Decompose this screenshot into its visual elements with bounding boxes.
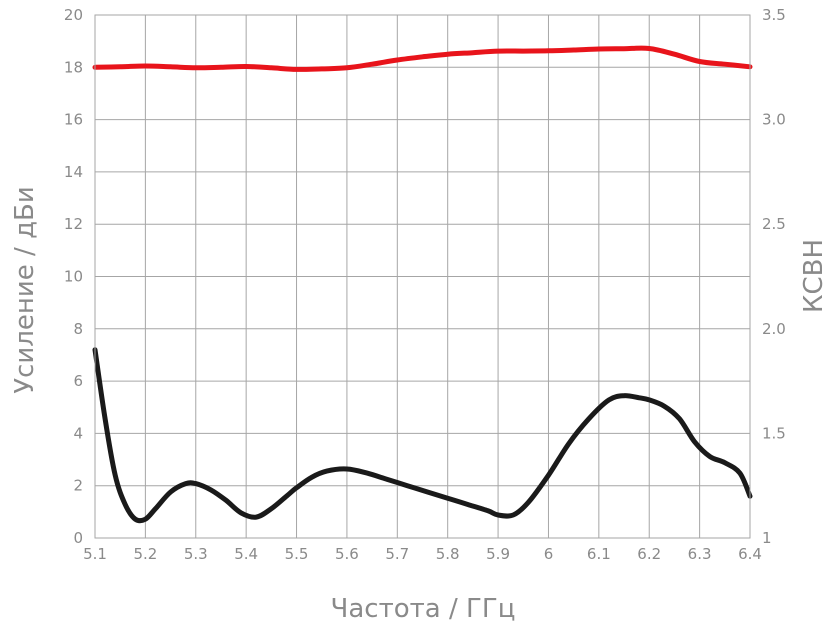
y-left-tick-label: 20: [64, 6, 83, 24]
y-left-tick-label: 4: [73, 424, 83, 442]
x-tick-label: 6.2: [637, 545, 661, 563]
y-left-tick-label: 10: [64, 268, 83, 286]
x-tick-label: 5.4: [234, 545, 258, 563]
x-tick-label: 5.3: [184, 545, 208, 563]
series-line-vswr: [92, 347, 753, 524]
y-right-axis-title: КСВН: [799, 239, 829, 313]
x-tick-label: 6.1: [587, 545, 611, 563]
y-right-axis-ticks: 1 1.5 2.0 2.5 3.0 3.5: [762, 6, 786, 547]
y-right-tick-label: 1: [762, 529, 772, 547]
x-tick-label: 5.8: [436, 545, 460, 563]
x-tick-label: 6.4: [738, 545, 762, 563]
x-tick-label: 6.3: [688, 545, 712, 563]
y-left-axis-ticks: 0 2 4 6 8 10 12 14 16 18 20: [64, 6, 83, 547]
y-left-tick-label: 14: [64, 163, 83, 181]
series-layer: [92, 45, 753, 524]
x-tick-label: 6: [544, 545, 554, 563]
y-left-tick-label: 0: [73, 529, 83, 547]
y-right-tick-label: 3.0: [762, 111, 786, 129]
series-line-gain: [92, 45, 753, 72]
y-left-axis-title: Усиление / дБи: [10, 186, 40, 394]
y-left-tick-label: 16: [64, 111, 83, 129]
plot-frame: [94, 14, 751, 539]
y-left-tick-label: 8: [73, 320, 83, 338]
y-right-tick-label: 3.5: [762, 6, 786, 24]
y-right-tick-label: 2.5: [762, 215, 786, 233]
x-tick-label: 5.6: [335, 545, 359, 563]
x-tick-label: 5.9: [486, 545, 510, 563]
y-left-tick-label: 18: [64, 58, 83, 76]
x-tick-label: 5.2: [133, 545, 157, 563]
y-left-tick-label: 2: [73, 477, 83, 495]
x-axis-title: Частота / ГГц: [331, 594, 516, 624]
x-axis-ticks: 5.1 5.2 5.3 5.4 5.5 5.6 5.7 5.8 5.9 6 6.1 6.2 6.3 6.4: [83, 545, 762, 563]
x-tick-label: 5.1: [83, 545, 107, 563]
y-right-tick-label: 1.5: [762, 424, 786, 442]
y-left-tick-label: 6: [73, 372, 83, 390]
x-tick-label: 5.7: [385, 545, 409, 563]
grid: [94, 14, 751, 539]
y-left-tick-label: 12: [64, 215, 83, 233]
y-right-tick-label: 2.0: [762, 320, 786, 338]
x-tick-label: 5.5: [285, 545, 309, 563]
